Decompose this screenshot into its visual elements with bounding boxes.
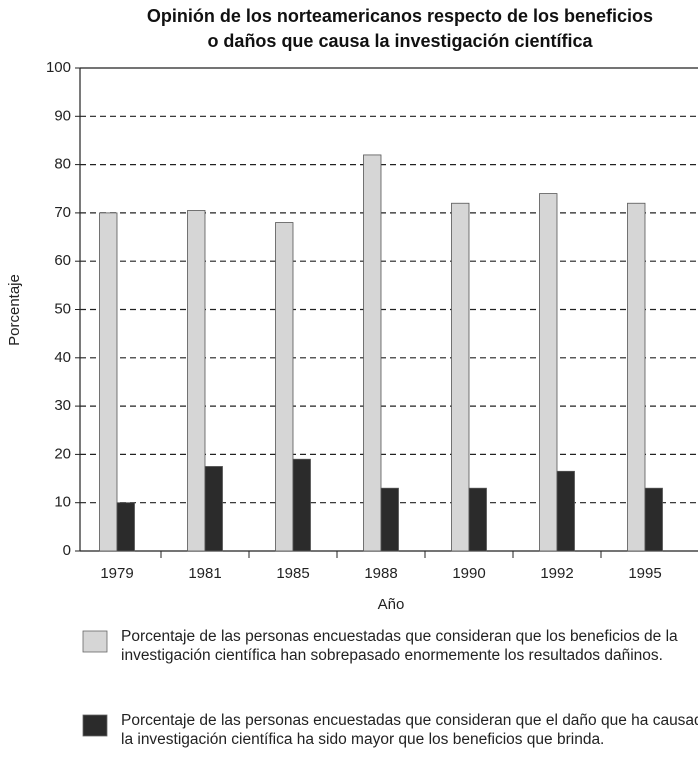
y-tick-label: 100 (46, 59, 71, 76)
bar (99, 212, 118, 552)
y-tick-label: 20 (54, 445, 71, 462)
bar (363, 154, 382, 552)
x-axis-label: Año (378, 596, 405, 613)
bar (556, 470, 575, 552)
y-tick-label: 80 (54, 156, 71, 173)
legend-label: Porcentaje de las personas encuestadas q… (121, 628, 678, 664)
bar (187, 210, 206, 552)
bar (644, 487, 663, 552)
x-tick-label: 1995 (628, 565, 661, 582)
legend-label: Porcentaje de las personas encuestadas q… (121, 712, 698, 748)
bar (116, 502, 135, 552)
x-tick-label: 1979 (100, 565, 133, 582)
x-tick-label: 1985 (276, 565, 309, 582)
bar (275, 222, 294, 552)
x-tick-label: 1988 (364, 565, 397, 582)
legend-swatch (82, 714, 108, 737)
y-tick-label: 10 (54, 494, 71, 511)
bar (627, 202, 646, 552)
legend-swatch (82, 630, 108, 653)
x-tick-label: 1992 (540, 565, 573, 582)
y-tick-label: 30 (54, 397, 71, 414)
y-tick-label: 50 (54, 300, 71, 317)
y-tick-label: 70 (54, 204, 71, 221)
x-tick-label: 1981 (188, 565, 221, 582)
bar (292, 458, 311, 552)
chart-title: o daños que causa la investigación cient… (207, 31, 593, 51)
bar (451, 202, 470, 552)
y-axis-label: Porcentaje (6, 274, 23, 346)
bar (539, 193, 558, 552)
bar (380, 487, 399, 552)
y-tick-label: 60 (54, 252, 71, 269)
x-tick-label: 1990 (452, 565, 485, 582)
y-tick-label: 0 (63, 542, 71, 559)
bar (468, 487, 487, 552)
chart-title: Opinión de los norteamericanos respecto … (147, 6, 653, 26)
y-tick-label: 40 (54, 349, 71, 366)
y-tick-label: 90 (54, 107, 71, 124)
bar (204, 466, 223, 552)
